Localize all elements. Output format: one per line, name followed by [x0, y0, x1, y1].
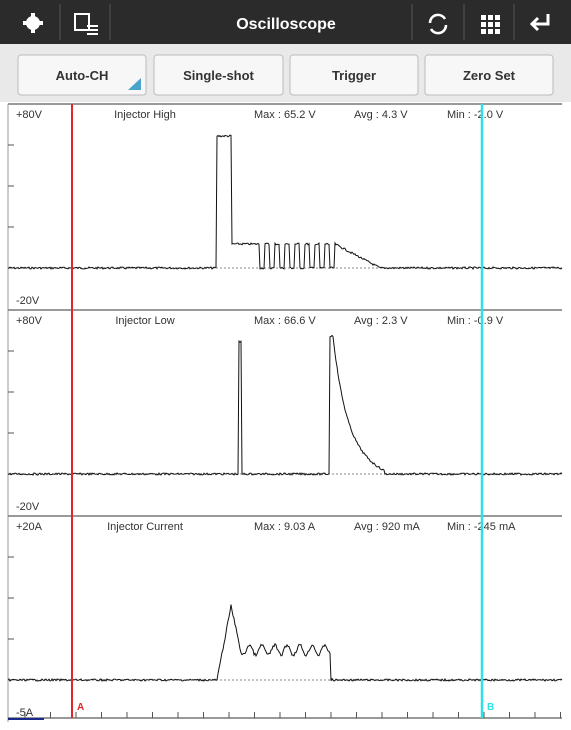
button-label[interactable]: Auto-CH: [56, 68, 109, 83]
channel-min: Min : -0.9 V: [447, 315, 504, 327]
toolbar: [0, 0, 571, 44]
button[interactable]: [424, 54, 554, 96]
toolbar-separators: [59, 4, 515, 40]
channel-avg: Avg : 4.3 V: [354, 109, 408, 121]
channel-max: Max : 66.6 V: [254, 315, 316, 327]
dropdown-corner: [128, 78, 141, 90]
channel-top: +80V: [16, 109, 43, 121]
title: Oscilloscope: [236, 16, 336, 33]
channel-max: Max : 9.03 A: [254, 521, 316, 533]
button-label[interactable]: Zero Set: [463, 68, 516, 83]
channel-top: +20A: [16, 521, 43, 533]
grid-icon[interactable]: [481, 15, 500, 34]
cursor-a-label[interactable]: A: [77, 702, 84, 713]
channel-bottom: -20V: [16, 295, 40, 307]
channel-min: Min : -2.0 V: [447, 109, 504, 121]
channel-max: Max : 65.2 V: [254, 109, 316, 121]
channel-name: Injector Current: [107, 521, 183, 533]
channel-avg: Avg : 2.3 V: [354, 315, 408, 327]
channel-top: +80V: [16, 315, 43, 327]
refresh-icon[interactable]: [428, 13, 448, 35]
save-icon[interactable]: [74, 13, 98, 35]
button[interactable]: [289, 54, 419, 96]
back-icon[interactable]: [529, 14, 550, 32]
waveform: [7, 134, 563, 270]
channel-bottom: -20V: [16, 501, 40, 513]
waveform: [8, 604, 563, 682]
button[interactable]: [153, 54, 284, 96]
channel-name: Injector Low: [115, 315, 174, 327]
channel-avg: Avg : 920 mA: [354, 521, 420, 533]
waveform: [7, 334, 563, 476]
button-label[interactable]: Trigger: [332, 68, 376, 83]
button-label[interactable]: Single-shot: [183, 68, 254, 83]
button[interactable]: [17, 54, 147, 96]
cursor-b-label[interactable]: B: [487, 702, 494, 713]
settings-icon[interactable]: [23, 13, 43, 33]
channel-name: Injector High: [114, 109, 176, 121]
